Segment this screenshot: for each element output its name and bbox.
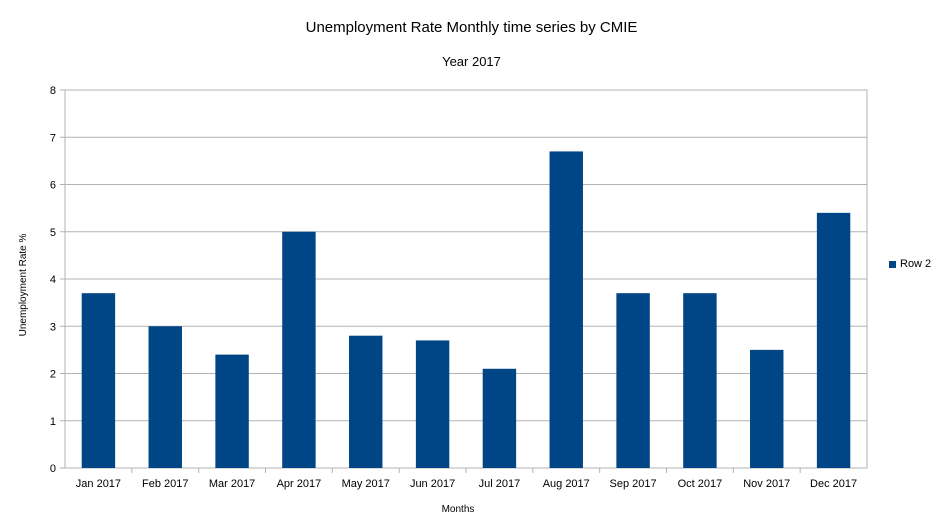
y-tick-label: 8: [50, 85, 56, 97]
legend-label: Row 2: [900, 258, 932, 270]
x-tick-label: Dec 2017: [810, 478, 857, 490]
x-tick-label: Feb 2017: [142, 478, 188, 490]
bar: [215, 354, 249, 468]
chart-subtitle: Year 2017: [442, 54, 501, 69]
y-tick-label: 7: [50, 132, 56, 144]
x-tick-label: Jul 2017: [479, 478, 521, 490]
legend: Row 2: [889, 258, 931, 270]
x-tick-label: Apr 2017: [277, 478, 322, 490]
gridlines: [60, 89, 868, 473]
chart-title: Unemployment Rate Monthly time series by…: [305, 19, 638, 36]
legend-swatch: [889, 260, 896, 268]
y-tick-labels: 0 1 2 3 4 5 6 7 8: [50, 85, 56, 475]
y-tick-label: 1: [50, 416, 56, 428]
y-tick-label: 0: [50, 463, 56, 475]
y-tick-label: 6: [50, 180, 56, 192]
x-tick-label: Mar 2017: [209, 478, 255, 490]
bar: [683, 293, 717, 468]
y-tick-label: 2: [50, 369, 56, 381]
bar: [482, 368, 517, 468]
bar: [415, 340, 450, 468]
bar: [282, 231, 316, 468]
y-tick-label: 5: [50, 227, 56, 239]
y-tick-label: 4: [50, 274, 56, 286]
x-tick-labels: Jan 2017 Feb 2017 Mar 2017 Apr 2017 May 2017…: [76, 478, 857, 490]
x-tick-label: Sep 2017: [610, 478, 657, 490]
x-tick-label: Nov 2017: [743, 478, 790, 490]
x-tick-label: Oct 2017: [678, 478, 723, 490]
x-axis-label: Months: [442, 504, 475, 515]
x-tick-label: Jan 2017: [76, 478, 121, 490]
bars: [81, 151, 851, 469]
y-tick-label: 3: [50, 321, 56, 333]
bar: [148, 326, 182, 468]
bar: [549, 151, 583, 469]
bar: [616, 293, 650, 468]
x-tick-label: May 2017: [342, 478, 390, 490]
x-tick-label: Aug 2017: [543, 478, 590, 490]
x-tick-label: Jun 2017: [410, 478, 455, 490]
bar: [816, 212, 851, 468]
bar: [750, 349, 784, 468]
y-axis-label: Unemployment Rate %: [18, 233, 29, 336]
bar: [81, 293, 116, 468]
bar: [349, 335, 383, 468]
